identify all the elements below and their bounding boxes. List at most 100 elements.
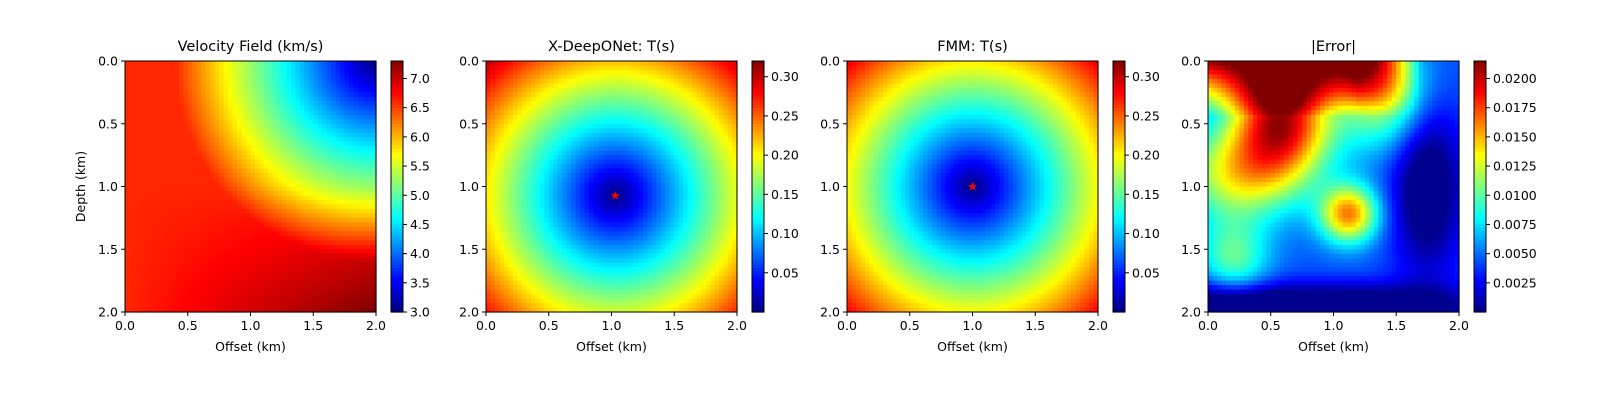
heatmap-cell — [304, 249, 310, 255]
heatmap-cell — [349, 199, 355, 206]
heatmap-cell — [557, 168, 563, 174]
heatmap-cell — [304, 208, 310, 214]
heatmap-cell — [687, 101, 693, 107]
heatmap-cell — [593, 132, 599, 138]
heatmap-cell — [557, 164, 563, 170]
heatmap-cell — [142, 159, 149, 165]
heatmap-cell — [254, 217, 261, 223]
heatmap-cell — [129, 164, 135, 170]
heatmap-cell — [214, 186, 220, 192]
heatmap-cell — [326, 222, 332, 228]
heatmap-cell — [174, 182, 180, 188]
heatmap-cell — [349, 123, 355, 129]
heatmap-cell — [183, 146, 189, 152]
heatmap-cell — [521, 186, 527, 192]
heatmap-cell — [317, 146, 323, 152]
heatmap-cell — [687, 177, 693, 183]
heatmap-cell — [214, 267, 220, 273]
heatmap-cell — [192, 177, 198, 183]
heatmap-cell — [223, 83, 229, 89]
heatmap-cell — [331, 217, 337, 223]
heatmap-cell — [210, 182, 216, 188]
heatmap-cell — [237, 226, 243, 232]
heatmap-cell — [494, 110, 501, 116]
heatmap-cell — [133, 289, 140, 295]
heatmap-cell — [548, 177, 554, 183]
heatmap-cell — [219, 280, 225, 286]
heatmap-cell — [557, 141, 563, 147]
heatmap-cell — [147, 199, 153, 206]
heatmap-cell — [246, 307, 252, 313]
heatmap-cell — [241, 182, 247, 188]
heatmap-cell — [205, 155, 211, 161]
heatmap-cell — [557, 186, 563, 192]
heatmap-cell — [521, 78, 527, 85]
heatmap-cell — [160, 289, 166, 295]
heatmap-cell — [313, 164, 319, 170]
heatmap-cell — [174, 213, 180, 219]
heatmap-cell — [183, 87, 189, 93]
heatmap-cell — [521, 105, 527, 111]
heatmap-cell — [308, 213, 314, 219]
heatmap-cell — [125, 186, 131, 192]
heatmap-cell — [593, 177, 599, 183]
heatmap-cell — [624, 164, 631, 170]
heatmap-cell — [494, 177, 501, 183]
heatmap-cell — [125, 137, 131, 143]
heatmap-cell — [263, 65, 270, 71]
colorbar-tick-label: 7.0 — [410, 71, 430, 86]
heatmap-cell — [201, 240, 207, 246]
heatmap-cell — [335, 280, 341, 286]
heatmap-cell — [290, 123, 296, 129]
heatmap-cell — [562, 146, 568, 152]
heatmap-cell — [317, 168, 323, 174]
heatmap-cell — [259, 182, 265, 188]
heatmap-cell — [669, 119, 675, 125]
heatmap-cell — [304, 244, 310, 250]
heatmap-cell — [701, 186, 707, 192]
heatmap-cell — [295, 276, 301, 282]
heatmap-cell — [295, 244, 301, 250]
heatmap-cell — [633, 105, 639, 111]
heatmap-cell — [138, 87, 144, 93]
heatmap-cell — [607, 65, 613, 71]
heatmap-cell — [553, 101, 559, 107]
heatmap-cell — [290, 146, 296, 152]
heatmap-cell — [313, 141, 319, 147]
heatmap-cell — [535, 182, 541, 188]
heatmap-cell — [728, 141, 734, 147]
heatmap-cell — [254, 276, 261, 282]
heatmap-cell — [705, 195, 711, 201]
heatmap-cell — [598, 141, 604, 147]
heatmap-cell — [719, 141, 725, 147]
heatmap-cell — [246, 119, 252, 125]
heatmap-cell — [660, 123, 666, 129]
heatmap-cell — [272, 159, 278, 165]
heatmap-cell — [160, 271, 166, 277]
heatmap-cell — [665, 132, 671, 138]
heatmap-cell — [313, 74, 319, 80]
heatmap-cell — [299, 244, 305, 250]
heatmap-cell — [562, 159, 568, 165]
colorbar-segment — [391, 111, 403, 115]
heatmap-cell — [259, 96, 265, 102]
heatmap-cell — [196, 262, 202, 268]
heatmap-cell — [696, 182, 702, 188]
heatmap-cell — [629, 132, 635, 138]
heatmap-cell — [322, 199, 328, 206]
heatmap-cell — [308, 253, 314, 259]
heatmap-cell — [701, 105, 707, 111]
heatmap-cell — [719, 150, 725, 156]
heatmap-cell — [349, 186, 355, 192]
heatmap-cell — [539, 141, 545, 147]
heatmap-cell — [151, 128, 157, 134]
heatmap-cell — [241, 141, 247, 147]
heatmap-cell — [147, 164, 153, 170]
heatmap-cell — [317, 217, 323, 223]
heatmap-cell — [638, 190, 644, 197]
colorbar-segment — [391, 108, 403, 112]
heatmap-cell — [624, 78, 631, 85]
heatmap-cell — [494, 159, 501, 165]
heatmap-cell — [660, 164, 666, 170]
heatmap-cell — [165, 65, 171, 71]
